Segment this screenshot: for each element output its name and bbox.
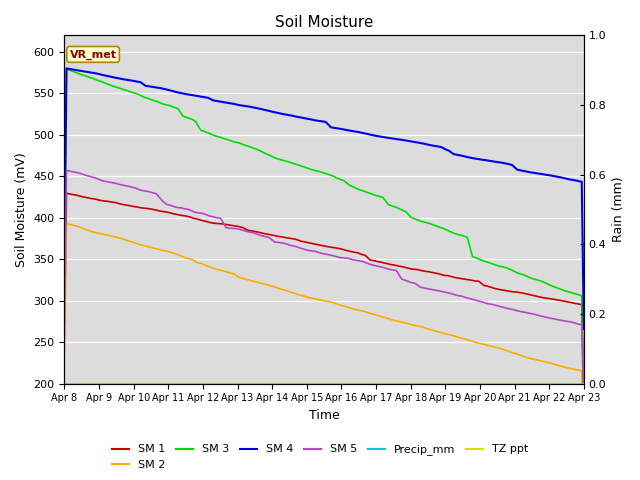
SM 2 bbox=[371, 312, 378, 317]
TZ ppt bbox=[568, 381, 575, 386]
Line: SM 1: SM 1 bbox=[65, 193, 584, 403]
SM 4 bbox=[63, 65, 70, 71]
SM 2 bbox=[342, 304, 350, 310]
Precip_mm bbox=[310, 381, 318, 386]
SM 2 bbox=[308, 295, 316, 301]
SM 1 bbox=[580, 400, 588, 406]
Line: SM 4: SM 4 bbox=[65, 68, 584, 329]
Precip_mm bbox=[568, 381, 575, 386]
TZ ppt bbox=[61, 381, 68, 386]
SM 4 bbox=[371, 133, 378, 139]
Precip_mm bbox=[486, 381, 494, 386]
SM 4 bbox=[568, 177, 576, 183]
SM 1 bbox=[61, 333, 68, 338]
SM 5 bbox=[312, 249, 319, 254]
SM 4 bbox=[487, 158, 495, 164]
SM 1 bbox=[371, 258, 378, 264]
SM 5 bbox=[568, 320, 576, 325]
SM 5 bbox=[63, 168, 70, 173]
TZ ppt bbox=[310, 381, 318, 386]
SM 1 bbox=[487, 285, 495, 290]
SM 1 bbox=[342, 248, 350, 253]
SM 2 bbox=[568, 366, 576, 372]
SM 1 bbox=[312, 241, 319, 247]
SM 3 bbox=[61, 258, 68, 264]
Title: Soil Moisture: Soil Moisture bbox=[275, 15, 373, 30]
Precip_mm bbox=[61, 381, 68, 386]
Precip_mm bbox=[342, 381, 349, 386]
TZ ppt bbox=[307, 381, 315, 386]
SM 2 bbox=[580, 440, 588, 445]
SM 4 bbox=[342, 127, 350, 133]
TZ ppt bbox=[486, 381, 494, 386]
Precip_mm bbox=[370, 381, 378, 386]
SM 3 bbox=[308, 167, 316, 173]
SM 5 bbox=[371, 263, 378, 268]
SM 2 bbox=[63, 221, 70, 227]
Precip_mm bbox=[580, 381, 588, 386]
TZ ppt bbox=[370, 381, 378, 386]
TZ ppt bbox=[342, 381, 349, 386]
Line: SM 3: SM 3 bbox=[65, 69, 584, 397]
SM 3 bbox=[580, 395, 588, 400]
Legend: SM 1, SM 2, SM 3, SM 4, SM 5, Precip_mm, TZ ppt: SM 1, SM 2, SM 3, SM 4, SM 5, Precip_mm,… bbox=[108, 440, 532, 474]
Line: SM 2: SM 2 bbox=[65, 224, 584, 443]
SM 3 bbox=[371, 192, 378, 198]
SM 3 bbox=[63, 66, 70, 72]
SM 1 bbox=[308, 240, 316, 246]
SM 5 bbox=[308, 248, 316, 254]
TZ ppt bbox=[580, 381, 588, 386]
Text: VR_met: VR_met bbox=[70, 49, 116, 60]
Precip_mm bbox=[307, 381, 315, 386]
X-axis label: Time: Time bbox=[308, 409, 339, 422]
SM 4 bbox=[61, 258, 68, 264]
SM 5 bbox=[580, 412, 588, 418]
Y-axis label: Rain (mm): Rain (mm) bbox=[612, 177, 625, 242]
SM 5 bbox=[342, 255, 350, 261]
SM 5 bbox=[61, 319, 68, 324]
SM 2 bbox=[61, 351, 68, 357]
SM 3 bbox=[312, 168, 319, 173]
Y-axis label: Soil Moisture (mV): Soil Moisture (mV) bbox=[15, 152, 28, 267]
SM 1 bbox=[63, 191, 70, 196]
SM 5 bbox=[487, 301, 495, 307]
SM 4 bbox=[308, 117, 316, 122]
SM 2 bbox=[312, 296, 319, 302]
SM 3 bbox=[342, 180, 350, 186]
SM 4 bbox=[580, 326, 588, 332]
SM 2 bbox=[487, 343, 495, 349]
Line: SM 5: SM 5 bbox=[65, 170, 584, 415]
SM 3 bbox=[487, 261, 495, 266]
SM 1 bbox=[568, 300, 576, 306]
SM 4 bbox=[312, 118, 319, 123]
SM 3 bbox=[568, 290, 576, 296]
